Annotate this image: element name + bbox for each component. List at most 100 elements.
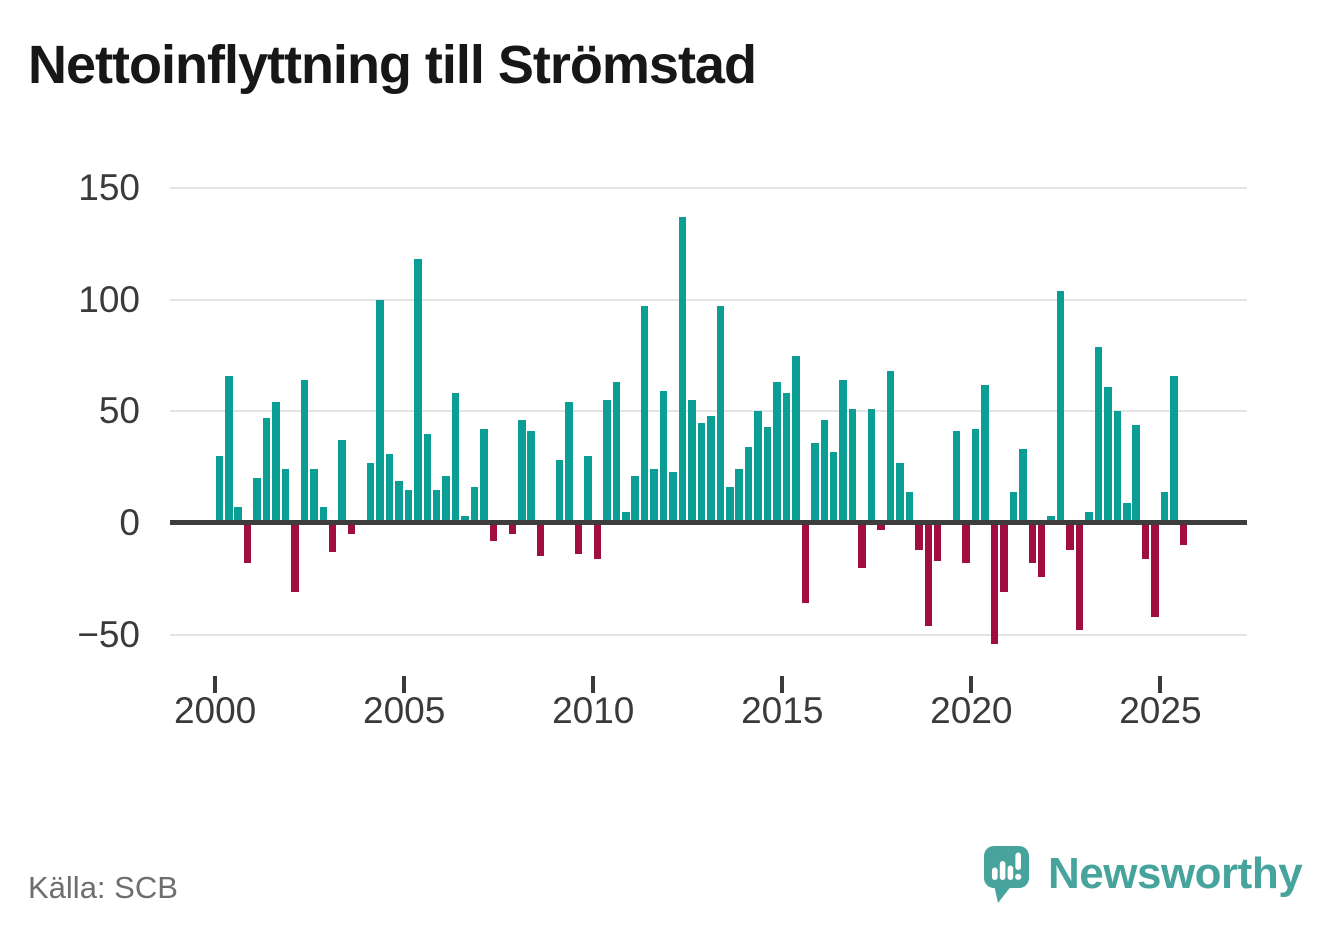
page-title: Nettoinflyttning till Strömstad (28, 35, 757, 95)
bar-2002Q1 (291, 523, 299, 593)
bar-2020Q3 (990, 523, 999, 644)
bar-2003Q1 (328, 523, 337, 553)
bar-2019Q1 (933, 523, 942, 561)
bar-2004Q2 (376, 299, 384, 523)
bar-2013Q1 (707, 415, 715, 523)
bar-2024Q1 (1123, 502, 1131, 523)
source-note: Källa: SCB (28, 870, 178, 905)
newsworthy-logo: Newsworthy (983, 843, 1303, 913)
gridline-50 (170, 410, 1247, 413)
bar-2007Q2 (489, 523, 498, 541)
x-axis-tick (1158, 676, 1163, 693)
bar-2018Q3 (915, 523, 923, 550)
bar-2020Q1 (971, 429, 980, 523)
bar-2004Q4 (395, 480, 403, 523)
bar-2008Q1 (518, 420, 526, 523)
bar-2012Q4 (697, 422, 706, 523)
bar-2004Q1 (366, 462, 375, 523)
bar-2002Q4 (319, 507, 328, 523)
bar-2019Q3 (952, 431, 961, 523)
bar-2005Q1 (404, 489, 413, 523)
bar-2022Q3 (1066, 523, 1074, 550)
bar-2001Q1 (253, 478, 261, 523)
bar-2011Q3 (650, 469, 658, 523)
bar-2021Q1 (1009, 491, 1018, 523)
bar-2000Q4 (243, 523, 252, 564)
bar-2015Q4 (811, 442, 819, 523)
bar-2020Q2 (981, 384, 989, 523)
x-axis-label: 2015 (741, 690, 824, 731)
bar-2005Q3 (423, 433, 432, 523)
y-axis-label: 150 (78, 167, 140, 208)
bar-2008Q2 (527, 431, 535, 523)
bar-2024Q3 (1141, 523, 1150, 559)
x-axis-label: 2005 (363, 690, 446, 731)
x-axis-label: 2020 (930, 690, 1013, 731)
bar-2012Q2 (678, 217, 687, 523)
bar-2024Q2 (1132, 424, 1140, 523)
bar-2014Q2 (754, 411, 762, 523)
bar-2004Q3 (385, 453, 394, 523)
y-axis-label: 50 (98, 390, 140, 432)
x-axis-label: 2025 (1119, 690, 1202, 731)
x-axis-tick (213, 676, 218, 693)
bar-2021Q4 (1037, 523, 1046, 577)
bar-2020Q4 (1000, 523, 1008, 593)
bar-2018Q2 (905, 491, 914, 523)
bar-2007Q4 (508, 523, 517, 535)
bar-2006Q2 (451, 393, 460, 523)
bar-2017Q2 (867, 409, 876, 523)
bar-2010Q1 (593, 523, 602, 559)
bar-2025Q2 (1170, 375, 1178, 523)
bar-2009Q3 (574, 523, 583, 555)
y-axis-label: −50 (77, 613, 140, 655)
bar-2019Q4 (962, 523, 970, 564)
bar-2017Q4 (886, 371, 895, 523)
bar-2016Q2 (829, 451, 838, 523)
bar-2003Q3 (347, 523, 356, 535)
bar-2015Q3 (801, 523, 810, 604)
x-axis-tick (969, 676, 974, 693)
bar-2016Q4 (848, 409, 857, 523)
bar-2000Q2 (225, 375, 233, 523)
bar-2013Q3 (726, 487, 734, 523)
bar-2003Q2 (338, 440, 346, 523)
x-axis-tick (402, 676, 407, 693)
bar-2000Q3 (234, 507, 242, 523)
bar-2024Q4 (1151, 523, 1159, 617)
bar-2022Q4 (1075, 523, 1084, 631)
bar-2012Q3 (688, 400, 696, 523)
bar-2017Q3 (877, 523, 885, 530)
bar-2021Q3 (1028, 523, 1036, 564)
bar-2015Q1 (782, 393, 791, 523)
y-axis-label: 100 (78, 278, 140, 320)
bar-2001Q2 (262, 418, 271, 523)
x-axis-label: 2010 (552, 690, 635, 731)
bar-2023Q2 (1094, 346, 1103, 523)
bar-2002Q3 (310, 469, 318, 523)
x-axis-label: 2000 (173, 690, 257, 731)
bar-2002Q2 (300, 380, 309, 523)
bar-2014Q3 (763, 426, 772, 523)
gridline-150 (170, 187, 1247, 189)
bar-2001Q3 (272, 402, 280, 523)
bar-2025Q3 (1179, 523, 1188, 546)
bar-2009Q2 (565, 402, 573, 523)
bar-2021Q2 (1019, 449, 1027, 523)
bar-2010Q3 (612, 382, 621, 523)
bar-2007Q1 (480, 429, 488, 523)
bar-2008Q3 (536, 523, 545, 557)
bar-2009Q1 (555, 460, 564, 523)
bar-2014Q4 (773, 382, 781, 523)
bar-2001Q4 (281, 469, 290, 523)
bar-2006Q3 (461, 516, 469, 523)
brand-name: Newsworthy (1048, 849, 1303, 898)
bar-2014Q1 (744, 447, 753, 523)
bar-2016Q1 (820, 420, 829, 523)
bar-2016Q3 (839, 380, 847, 523)
bar-2023Q4 (1113, 411, 1122, 523)
bar-2018Q1 (896, 462, 904, 523)
bar-2011Q1 (631, 476, 639, 523)
y-axis-label: 0 (119, 502, 140, 543)
